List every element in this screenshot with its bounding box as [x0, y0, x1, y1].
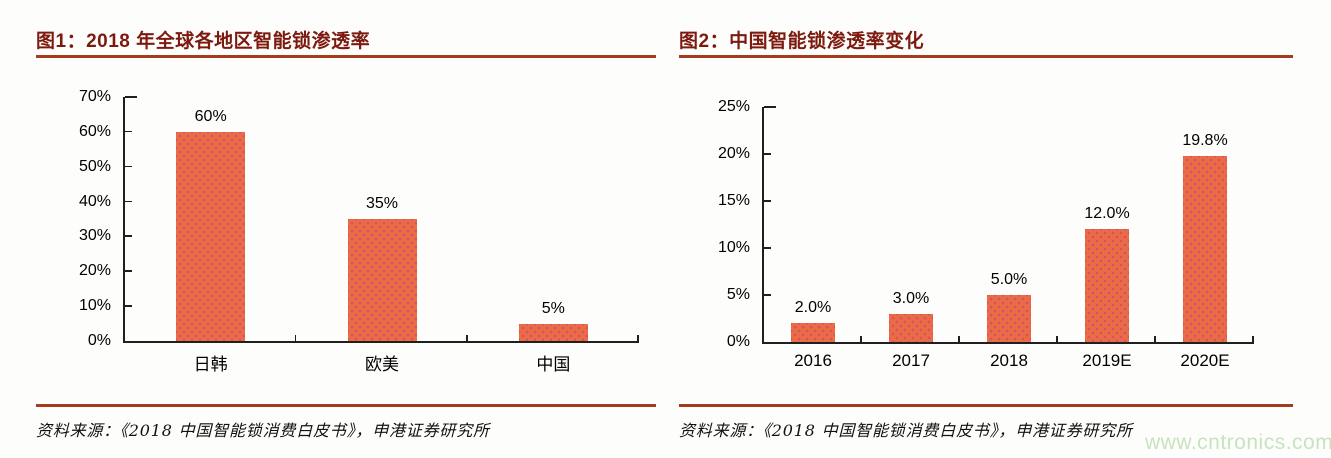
figure1-title: 图1：2018 年全球各地区智能锁渗透率 — [36, 26, 370, 53]
bar-value-label: 5.0% — [990, 271, 1028, 288]
bar — [1183, 155, 1227, 342]
x-axis-tick — [1154, 336, 1156, 342]
figure1-source: 资料来源：《2018 中国智能锁消费白皮书》，申港证券研究所 — [36, 421, 490, 440]
bar — [347, 219, 417, 341]
bar-value-label: 35% — [365, 195, 399, 212]
bar — [176, 131, 246, 341]
y-tick-label: 0% — [87, 332, 111, 349]
figure1-title-text: 2018 年全球各地区智能锁渗透率 — [86, 31, 371, 52]
y-axis-tick — [764, 200, 771, 202]
bar-value-label: 5% — [541, 299, 565, 317]
x-tick-label: 2020E — [1180, 351, 1230, 370]
y-tick-label: 10% — [78, 297, 111, 315]
x-tick-label: 日韩 — [193, 355, 228, 374]
figure2-label: 图2： — [679, 31, 730, 52]
y-tick-label: 30% — [78, 227, 111, 245]
y-axis-tick — [125, 270, 132, 272]
figure2-source: 资料来源：《2018 中国智能锁消费白皮书》，申港证券研究所 — [679, 421, 1133, 440]
y-tick-label: 70% — [78, 88, 111, 105]
y-tick-label: 25% — [717, 98, 750, 115]
x-tick-label: 2018 — [990, 351, 1028, 370]
y-axis-tick — [764, 106, 776, 108]
bar-value-label: 2.0% — [794, 299, 832, 317]
x-axis-tick — [1056, 336, 1058, 342]
y-tick-label: 5% — [726, 286, 750, 303]
x-axis-tick — [637, 335, 639, 341]
x-axis-tick — [294, 335, 297, 341]
bar-value-label: 12.0% — [1084, 205, 1130, 223]
bar — [889, 313, 933, 342]
figure1-bottom-rule — [36, 404, 656, 407]
y-axis-tick — [125, 96, 137, 98]
x-axis-tick — [1252, 336, 1254, 342]
bar-value-label: 60% — [194, 107, 227, 125]
y-axis-tick — [125, 200, 132, 203]
figure2-chart: 0% 5% 10% 15% 20% 25% 2.0% 2016 3.0% 2017 5.0% 2018… — [718, 98, 1254, 370]
y-tick-label: 10% — [717, 239, 750, 256]
figure1-title-rule — [36, 55, 656, 58]
figure1-chart: 0% 10% 20% 30% 40% 50% 60% 70% 60% 日韩 35% 欧美 5% 中国 — [79, 88, 639, 374]
y-tick-label: 15% — [717, 192, 750, 209]
y-axis-tick — [125, 130, 132, 133]
y-axis-tick — [764, 294, 771, 296]
bar — [1085, 229, 1129, 342]
x-axis-tick — [860, 336, 862, 342]
figure2-bottom-rule — [679, 404, 1293, 407]
y-axis-tick — [125, 165, 132, 168]
y-tick-label: 60% — [78, 122, 111, 140]
x-tick-label: 2019E — [1082, 351, 1132, 370]
x-tick-label: 欧美 — [365, 355, 399, 374]
figure1-label: 图1： — [36, 31, 87, 52]
y-axis-tick — [764, 153, 771, 155]
x-axis-tick — [958, 336, 960, 342]
bar — [987, 295, 1031, 342]
y-tick-label: 20% — [717, 145, 750, 162]
figure2-title-text: 中国智能锁渗透率变化 — [729, 31, 925, 52]
y-axis-tick — [764, 247, 771, 249]
x-tick-label: 2017 — [892, 351, 930, 370]
x-tick-label: 2016 — [794, 351, 832, 370]
watermark: www.cntronics.com — [1145, 431, 1331, 454]
x-tick-label: 中国 — [536, 355, 571, 374]
y-axis-tick — [125, 235, 132, 238]
bar-value-label: 19.8% — [1182, 131, 1228, 149]
y-tick-label: 0% — [726, 333, 750, 350]
bar — [791, 323, 835, 342]
figure2-title-rule — [679, 55, 1293, 58]
y-tick-label: 20% — [78, 262, 111, 280]
figure2-title: 图2：中国智能锁渗透率变化 — [679, 26, 924, 53]
bar — [518, 323, 588, 341]
y-axis-tick — [125, 305, 132, 307]
y-tick-label: 40% — [78, 192, 111, 210]
y-tick-label: 50% — [78, 157, 111, 175]
bar-value-label: 3.0% — [892, 289, 930, 307]
x-axis-tick — [466, 335, 468, 341]
